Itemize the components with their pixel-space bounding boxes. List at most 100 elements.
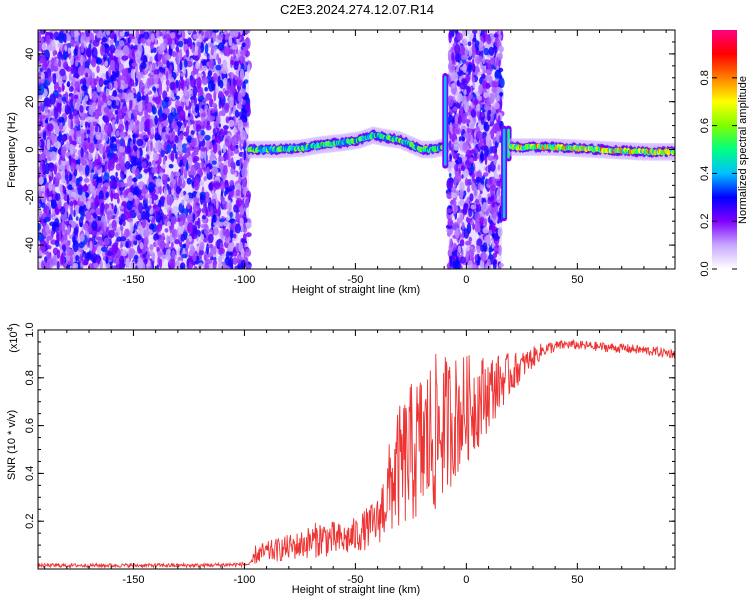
noise-blob bbox=[210, 46, 214, 56]
noise-blob bbox=[141, 210, 147, 220]
noise-blob bbox=[101, 73, 107, 81]
noise-blob bbox=[88, 53, 91, 66]
noise-blob bbox=[487, 164, 491, 173]
noise-blob bbox=[60, 252, 64, 265]
noise-blob bbox=[65, 33, 72, 42]
noise-blob bbox=[49, 93, 56, 105]
noise-blob bbox=[109, 51, 114, 61]
noise-blob bbox=[240, 49, 247, 56]
noise-blob bbox=[38, 52, 41, 62]
noise-blob bbox=[461, 174, 464, 179]
noise-blob bbox=[482, 226, 489, 234]
noise-blob bbox=[61, 96, 67, 102]
noise-blob bbox=[498, 262, 504, 268]
noise-blob bbox=[170, 242, 174, 248]
noise-blob bbox=[53, 31, 60, 41]
noise-blob bbox=[141, 161, 147, 169]
noise-blob bbox=[235, 189, 241, 197]
noise-blob bbox=[245, 197, 250, 208]
noise-blob bbox=[42, 130, 47, 141]
noise-blob bbox=[149, 118, 153, 129]
noise-blob bbox=[165, 134, 169, 140]
noise-blob bbox=[114, 109, 119, 115]
noise-blob bbox=[195, 124, 202, 132]
noise-blob bbox=[466, 86, 472, 94]
noise-blob bbox=[116, 197, 120, 204]
noise-blob bbox=[148, 181, 155, 193]
noise-blob bbox=[459, 214, 463, 224]
noise-blob bbox=[127, 258, 130, 269]
noise-blob bbox=[100, 202, 105, 214]
noise-blob bbox=[196, 192, 200, 199]
noise-blob bbox=[170, 150, 175, 163]
noise-blob bbox=[491, 86, 498, 94]
noise-blob bbox=[214, 181, 221, 190]
noise-blob bbox=[131, 177, 138, 182]
noise-blob bbox=[130, 155, 137, 165]
noise-blob bbox=[135, 78, 139, 87]
noise-blob bbox=[463, 88, 467, 96]
noise-blob bbox=[207, 233, 214, 244]
noise-blob bbox=[118, 109, 123, 119]
noise-blob bbox=[74, 115, 80, 126]
noise-blob bbox=[92, 90, 98, 102]
noise-blob bbox=[56, 102, 62, 112]
noise-blob bbox=[91, 47, 98, 59]
noise-blob bbox=[45, 34, 51, 45]
noise-blob bbox=[451, 186, 457, 193]
noise-blob bbox=[57, 96, 63, 104]
noise-blob bbox=[120, 194, 124, 202]
noise-blob bbox=[106, 30, 110, 36]
noise-blob bbox=[70, 119, 74, 131]
noise-blob bbox=[219, 156, 225, 162]
noise-blob bbox=[498, 45, 505, 53]
noise-blob bbox=[465, 250, 469, 262]
noise-blob bbox=[38, 202, 41, 208]
noise-blob bbox=[177, 176, 183, 188]
noise-blob bbox=[77, 201, 85, 206]
noise-blob bbox=[64, 45, 68, 52]
noise-blob bbox=[151, 193, 159, 201]
noise-blob bbox=[117, 123, 125, 132]
noise-blob bbox=[146, 155, 150, 160]
noise-blob bbox=[110, 95, 116, 101]
noise-blob bbox=[154, 115, 158, 126]
noise-blob bbox=[480, 116, 485, 125]
noise-blob bbox=[199, 169, 203, 177]
noise-blob bbox=[58, 59, 62, 68]
noise-blob bbox=[465, 240, 471, 246]
noise-blob bbox=[182, 190, 187, 196]
noise-blob bbox=[454, 115, 458, 125]
noise-blob bbox=[448, 140, 452, 151]
noise-blob bbox=[95, 57, 103, 65]
noise-blob bbox=[185, 97, 190, 107]
noise-blob bbox=[64, 204, 69, 213]
noise-blob bbox=[62, 49, 69, 61]
noise-blob bbox=[95, 151, 99, 161]
noise-blob bbox=[499, 51, 503, 58]
noise-blob bbox=[449, 153, 452, 161]
noise-blob bbox=[446, 208, 452, 214]
noise-blob bbox=[110, 73, 117, 82]
noise-blob bbox=[452, 106, 458, 112]
noise-blob bbox=[150, 32, 155, 43]
noise-blob bbox=[90, 202, 96, 210]
noise-blob bbox=[38, 31, 41, 40]
noise-blob bbox=[224, 138, 229, 144]
noise-blob bbox=[70, 56, 74, 66]
noise-blob bbox=[160, 232, 165, 241]
noise-blob bbox=[233, 251, 238, 257]
noise-blob bbox=[240, 238, 245, 243]
noise-blob bbox=[209, 42, 214, 48]
noise-blob bbox=[453, 203, 457, 214]
noise-blob bbox=[193, 200, 196, 212]
noise-blob bbox=[143, 258, 148, 265]
noise-blob bbox=[82, 99, 87, 110]
noise-blob bbox=[493, 211, 497, 221]
noise-blob bbox=[77, 66, 84, 76]
noise-blob bbox=[96, 75, 99, 82]
noise-blob bbox=[197, 217, 201, 229]
noise-blob bbox=[48, 75, 53, 83]
noise-blob bbox=[147, 259, 151, 267]
noise-blob bbox=[218, 123, 222, 128]
